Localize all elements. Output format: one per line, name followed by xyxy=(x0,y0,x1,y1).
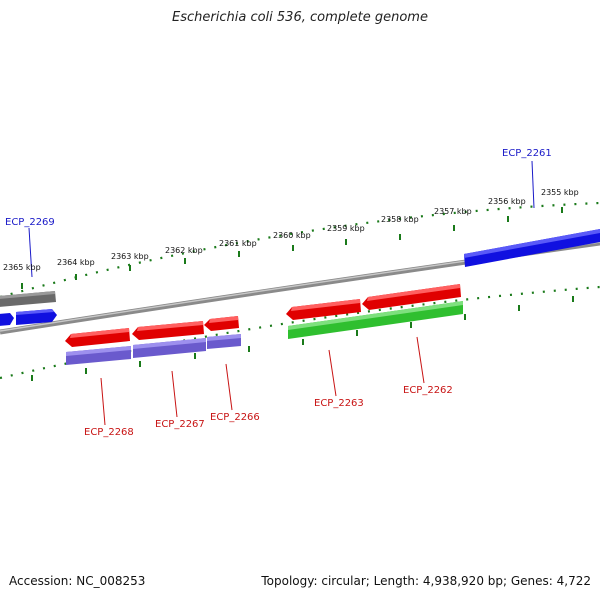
ruler-label-2363: 2363 kbp xyxy=(111,252,149,261)
ruler-label-2356: 2356 kbp xyxy=(488,197,526,206)
genome-summary-text: Topology: circular; Length: 4,938,920 bp… xyxy=(261,574,591,588)
ruler-lower-major-ticks xyxy=(31,296,574,381)
ruler-label-2360: 2360 kbp xyxy=(273,231,311,240)
gene-ECP_2267[interactable] xyxy=(132,321,204,340)
ruler-label-2361: 2361 kbp xyxy=(219,239,257,248)
ruler-labels: 2355 kbp 2356 kbp 2357 kbp 2358 kbp 2359… xyxy=(3,188,579,272)
ruler-label-2357: 2357 kbp xyxy=(434,207,472,216)
gene-ECP_2268[interactable] xyxy=(65,328,130,347)
ruler-label-2358: 2358 kbp xyxy=(381,215,419,224)
cds-ECP_2268[interactable] xyxy=(66,346,131,365)
ruler-label-2362: 2362 kbp xyxy=(165,246,203,255)
cds-ECP_2267[interactable] xyxy=(133,338,206,358)
ruler-upper-major-ticks xyxy=(21,207,563,289)
green-feature[interactable] xyxy=(288,301,463,339)
ruler-label-2359: 2359 kbp xyxy=(327,224,365,233)
genome-title: Escherichia coli 536, complete genome xyxy=(172,10,428,25)
gene-blue-left-2[interactable] xyxy=(16,309,57,325)
gene-label-ECP_2262[interactable]: ECP_2262 xyxy=(403,385,453,396)
gene-ECP_2263[interactable] xyxy=(286,299,361,320)
gene-ECP_2266[interactable] xyxy=(204,316,239,331)
gene-ECP_2262[interactable] xyxy=(362,284,461,310)
gene-blue-left-1[interactable] xyxy=(0,313,14,326)
gene-label-ECP_2263[interactable]: ECP_2263 xyxy=(314,398,364,409)
gene-label-ECP_2266[interactable]: ECP_2266 xyxy=(210,412,260,423)
gene-label-ECP_2261[interactable]: ECP_2261 xyxy=(502,148,552,159)
gene-label-ECP_2267[interactable]: ECP_2267 xyxy=(155,419,205,430)
leader-lines xyxy=(28,160,535,426)
ruler-label-2365: 2365 kbp xyxy=(3,263,41,272)
gene-label-ECP_2269[interactable]: ECP_2269 xyxy=(5,217,55,228)
gene-ECP_2261[interactable] xyxy=(464,229,600,267)
ruler-label-2355: 2355 kbp xyxy=(541,188,579,197)
ruler-label-2364: 2364 kbp xyxy=(57,258,95,267)
cds-ECP_2266[interactable] xyxy=(207,334,241,349)
gray-feature-left xyxy=(0,291,56,307)
accession-text: Accession: NC_008253 xyxy=(9,574,146,588)
gene-label-ECP_2268[interactable]: ECP_2268 xyxy=(84,427,134,438)
